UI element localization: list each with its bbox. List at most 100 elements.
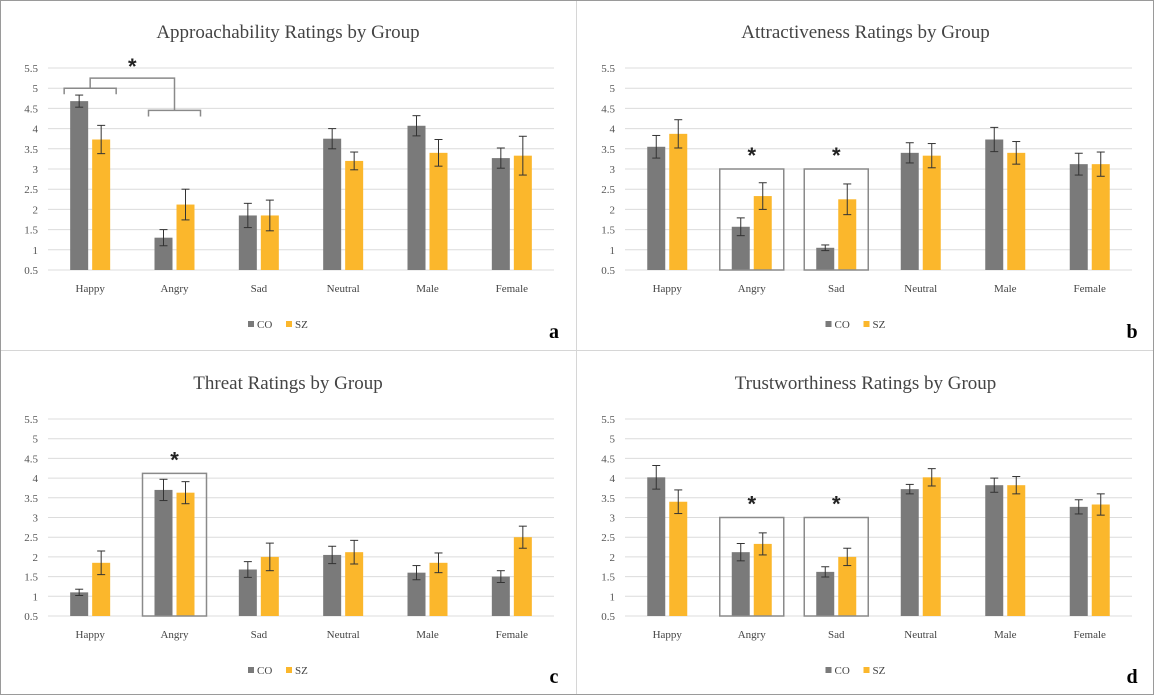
x-tick-label-female: Female — [496, 629, 528, 641]
error-bar — [1074, 152, 1083, 176]
error-bar — [159, 478, 168, 502]
bar-co-angry — [154, 237, 173, 270]
error-bar — [496, 147, 505, 169]
bar-co-happy — [647, 146, 666, 270]
bar-sz-sad — [260, 215, 279, 270]
bar-sz-female — [513, 155, 532, 270]
error-bar — [843, 183, 852, 216]
y-tick-label: 2 — [33, 552, 39, 564]
legend-label-co: CO — [257, 665, 272, 677]
panel-trustworthiness: Trustworthiness Ratings by Group 0.5 1 1.5 2… — [577, 351, 1154, 695]
legend-swatch-co — [248, 321, 254, 327]
bar-co-female — [491, 576, 510, 616]
error-bar — [1012, 476, 1021, 495]
significance-star: * — [170, 447, 179, 472]
bar-sz-angry — [753, 196, 772, 270]
bar-sz-happy — [669, 501, 688, 616]
chart-title: Attractiveness Ratings by Group — [741, 22, 990, 43]
x-tick-label-male: Male — [416, 283, 439, 295]
error-bar — [159, 229, 168, 247]
bar-co-angry — [731, 226, 750, 270]
x-tick-label-male: Male — [994, 629, 1017, 641]
bar-sz-happy — [92, 139, 111, 270]
y-tick-label: 3.5 — [601, 493, 615, 505]
error-bar — [1096, 493, 1105, 516]
error-bar — [927, 468, 936, 487]
legend-label-co: CO — [835, 319, 850, 331]
y-tick-label: 1 — [610, 245, 616, 257]
bar-co-neutral — [323, 138, 342, 270]
y-tick-label: 5 — [33, 434, 39, 446]
significance-star: * — [747, 492, 756, 517]
x-tick-label-happy: Happy — [76, 283, 106, 295]
y-tick-label: 1.5 — [24, 572, 38, 584]
x-tick-label-sad: Sad — [251, 629, 268, 641]
legend-swatch-sz — [286, 321, 292, 327]
panel-letter: c — [550, 666, 559, 688]
bar-co-happy — [647, 477, 666, 616]
bar-co-sad — [816, 571, 835, 616]
y-tick-label: 5.5 — [24, 414, 38, 426]
error-bar — [905, 142, 914, 164]
error-bar — [821, 566, 830, 578]
y-tick-label: 1.5 — [24, 225, 38, 237]
bracket-connector — [89, 77, 176, 111]
y-tick-label: 4 — [33, 473, 39, 485]
error-bar — [243, 202, 252, 229]
y-tick-label: 2 — [610, 204, 616, 216]
bar-co-angry — [731, 552, 750, 616]
bar-sz-angry — [176, 492, 195, 616]
bar-co-female — [1069, 164, 1088, 270]
bar-sz-neutral — [922, 477, 941, 616]
y-tick-label: 5.5 — [601, 63, 615, 75]
error-bar — [674, 489, 683, 515]
error-bar — [758, 532, 767, 556]
bar-sz-neutral — [345, 552, 364, 616]
legend-swatch-sz — [863, 321, 870, 327]
x-tick-label-happy: Happy — [653, 283, 683, 295]
y-tick-label: 1 — [33, 591, 39, 603]
bar-co-female — [1069, 506, 1088, 616]
error-bar — [75, 588, 84, 597]
y-tick-label: 4.5 — [24, 103, 38, 115]
bar-sz-female — [513, 537, 532, 616]
bar-co-sad — [816, 247, 835, 270]
bar-sz-sad — [260, 556, 279, 616]
bar-sz-sad — [838, 199, 857, 270]
x-tick-label-neutral: Neutral — [904, 283, 937, 295]
significance-bracket — [63, 77, 202, 117]
error-bar — [434, 139, 443, 167]
legend-swatch-sz — [286, 667, 292, 673]
error-bar — [496, 570, 505, 584]
y-tick-label: 2.5 — [601, 184, 615, 196]
x-tick-label-angry: Angry — [738, 283, 767, 295]
chart-svg: Attractiveness Ratings by Group 0.5 1 1.5 2 2… — [601, 22, 1137, 343]
legend-label-sz: SZ — [295, 665, 308, 677]
y-tick-label: 3.5 — [601, 144, 615, 156]
panel-letter: a — [549, 321, 559, 343]
y-tick-label: 4 — [610, 124, 616, 136]
y-tick-label: 4.5 — [24, 453, 38, 465]
legend-swatch-co — [248, 667, 254, 673]
bar-sz-neutral — [922, 155, 941, 270]
y-tick-label: 5 — [610, 434, 616, 446]
x-tick-label-female: Female — [496, 283, 528, 295]
bar-sz-female — [1091, 504, 1110, 616]
error-bar — [265, 199, 274, 232]
bar-co-female — [491, 158, 510, 270]
error-bar — [412, 565, 421, 581]
legend-label-sz: SZ — [873, 665, 886, 677]
chart-svg: Approachability Ratings by Group 0.5 1 1.5 2… — [24, 22, 559, 343]
bar-sz-male — [1007, 485, 1026, 616]
y-tick-label: 3 — [33, 513, 39, 525]
error-bar — [1012, 141, 1021, 165]
bar-co-male — [985, 485, 1004, 616]
y-tick-label: 5.5 — [601, 414, 615, 426]
bar-sz-male — [429, 562, 448, 616]
y-tick-label: 2.5 — [24, 184, 38, 196]
error-bar — [905, 483, 914, 495]
legend-swatch-co — [825, 321, 832, 327]
legend-label-co: CO — [835, 665, 850, 677]
chart-svg: Threat Ratings by Group 0.5 1 1.5 2 2.5 3 3.5 4 4… — [24, 373, 559, 688]
